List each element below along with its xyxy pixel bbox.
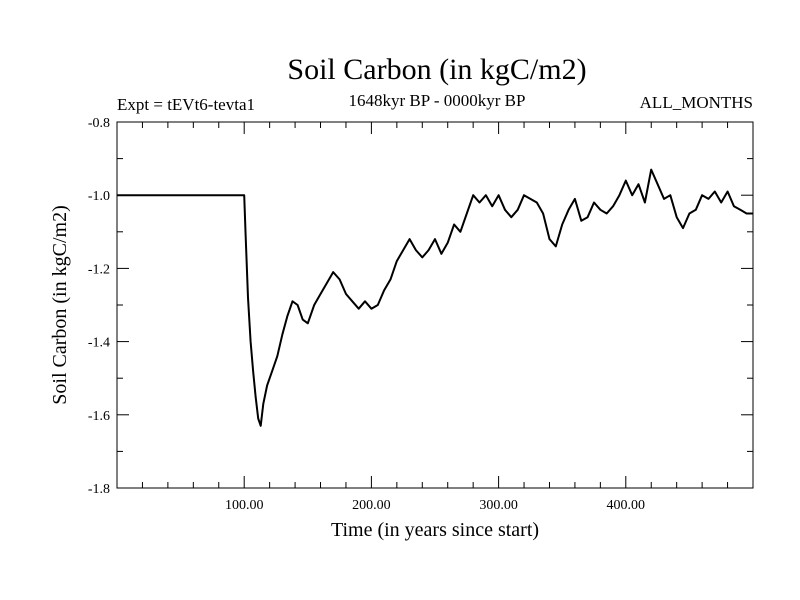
y-tick-labels: -1.8 -1.6 -1.4 -1.2 -1.0 -0.8 <box>88 116 110 497</box>
soil-carbon-line <box>117 168 753 427</box>
x-tick-label: 200.00 <box>352 498 391 513</box>
y-tick-label: -1.0 <box>88 189 110 204</box>
season-label: ALL_MONTHS <box>640 93 753 112</box>
x-tick-labels: 100.00 200.00 300.00 400.00 <box>225 498 645 513</box>
y-tick-label: -1.2 <box>88 262 110 277</box>
y-tick-label: -0.8 <box>88 116 110 131</box>
y-tick-label: -1.4 <box>88 336 110 351</box>
x-tick-label: 100.00 <box>225 498 264 513</box>
x-axis-label: Time (in years since start) <box>331 519 539 541</box>
y-axis-label: Soil Carbon (in kgC/m2) <box>49 205 71 404</box>
experiment-label: Expt = tEVt6-tevta1 <box>117 95 255 114</box>
chart-title: Soil Carbon (in kgC/m2) <box>287 53 586 86</box>
y-tick-label: -1.8 <box>88 482 110 497</box>
x-tick-label: 400.00 <box>607 498 646 513</box>
x-tick-label: 300.00 <box>479 498 518 513</box>
axis-ticks <box>117 121 753 489</box>
plot-frame <box>116 121 754 489</box>
period-label: 1648kyr BP - 0000kyr BP <box>349 91 526 110</box>
y-tick-label: -1.6 <box>88 409 110 424</box>
